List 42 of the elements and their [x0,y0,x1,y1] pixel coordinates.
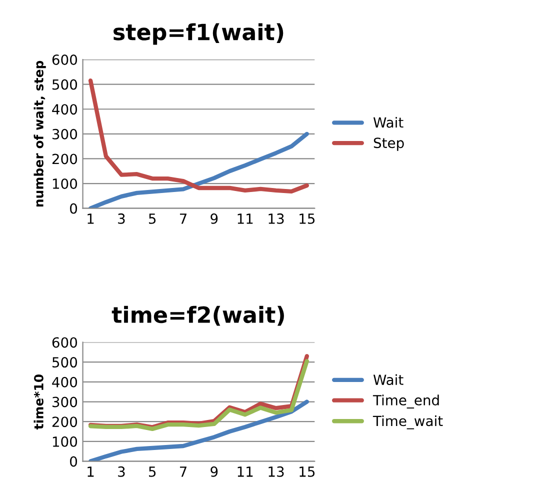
y-tick-label: 100 [52,436,78,447]
x-tick-label: 13 [268,213,284,224]
chart-title: step=f1(wait) [114,23,284,45]
x-tick-label: 9 [210,213,218,224]
y-tick-label: 500 [52,79,78,90]
y-tick-label: 100 [52,178,78,189]
x-tick-label: 7 [180,214,186,224]
y-axis-title: number of wait, step [34,60,46,207]
x-tick-label: 11 [238,214,253,224]
y-tick-label: 400 [52,104,78,115]
x-tick-label: 9 [210,466,218,477]
x-tick-label: 5 [149,214,156,224]
x-tick-label: 1 [88,466,94,477]
x-tick-label: 3 [118,466,125,477]
line-series [88,132,309,208]
y-tick-label: 200 [52,416,78,428]
y-tick-label: 300 [52,128,78,140]
legend-label: Wait [373,117,404,128]
y-axis-title: time*10 [34,374,44,430]
x-tick-label: 11 [238,466,253,477]
line-series [88,400,309,462]
y-tick-label: 600 [52,337,78,348]
legend-label: Step [374,138,404,151]
x-tick-label: 15 [300,466,315,477]
x-tick-label: 13 [268,466,284,477]
legend-label: Time_end [372,394,439,408]
legend-label: Wait [373,374,404,386]
chart-title: time=f2(wait) [112,306,284,326]
x-tick-label: 3 [118,213,125,224]
x-tick-label: 7 [180,466,186,477]
y-tick-label: 600 [52,54,78,65]
y-tick-label: 400 [52,376,78,388]
y-tick-label: 0 [70,203,78,214]
y-tick-label: 300 [52,396,78,408]
x-tick-label: 15 [300,214,315,224]
y-tick-label: 200 [52,154,78,164]
line-series [88,78,309,194]
x-tick-label: 5 [149,466,156,477]
y-tick-label: 500 [52,357,78,368]
legend-label: Time_wait [372,415,443,430]
x-tick-label: 1 [88,214,94,224]
y-tick-label: 0 [70,456,78,467]
